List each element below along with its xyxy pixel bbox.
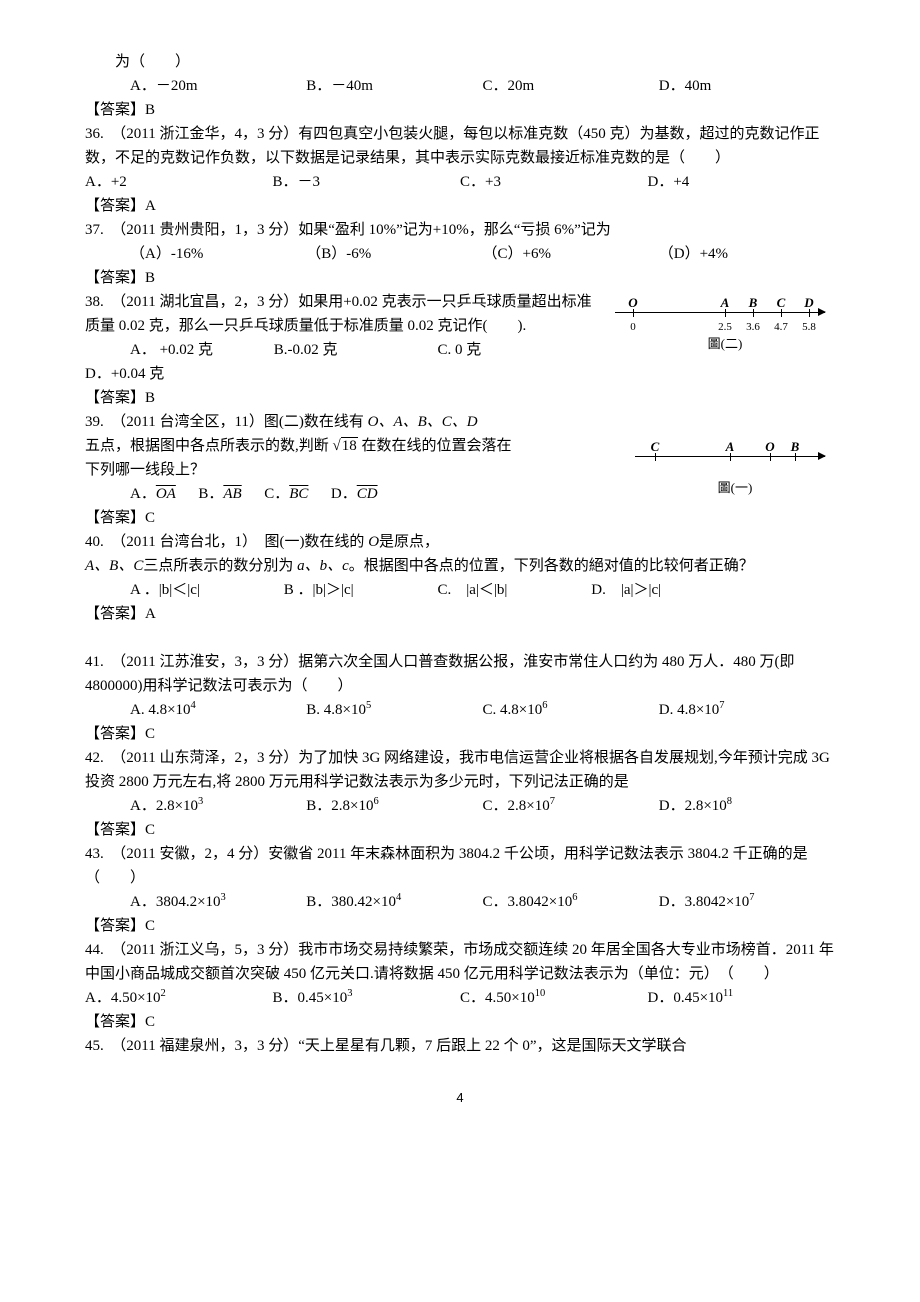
q41-opt-c: C. 4.8×106 (483, 698, 659, 722)
q44-opt-c: C．4.50×1010 (460, 986, 648, 1010)
page-number: 4 (85, 1088, 835, 1109)
q44-answer: 【答案】C (85, 1010, 835, 1034)
q41-opt-b: B. 4.8×105 (306, 698, 482, 722)
q41-options: A. 4.8×104 B. 4.8×105 C. 4.8×106 D. 4.8×… (85, 698, 835, 722)
q42-stem: 42. （2011 山东菏泽，2，3 分）为了加快 3G 网络建设，我市电信运营… (85, 746, 835, 794)
q42-opt-c: C．2.8×107 (483, 794, 659, 818)
q40-answer: 【答案】A (85, 602, 835, 626)
q44-opt-a: A．4.50×102 (85, 986, 273, 1010)
q36-answer: 【答案】A (85, 194, 835, 218)
figure-2: OABCD 02.53.64.75.8 圖(二) (615, 294, 835, 355)
q40-stem-line1: 40. （2011 台湾台北，1） 图(一)数在线的 O是原点， (85, 530, 835, 554)
q42-answer: 【答案】C (85, 818, 835, 842)
q37-answer: 【答案】B (85, 266, 835, 290)
q44-opt-d: D．0.45×1011 (648, 986, 836, 1010)
q40-stem-line2: A、B、C三点所表示的数分別为 a、b、c。根据图中各点的位置，下列各数的絕对值… (85, 554, 835, 578)
q43-opt-a: A．3804.2×103 (130, 890, 306, 914)
q41-opt-a: A. 4.8×104 (130, 698, 306, 722)
figure-2-caption: 圖(二) (615, 334, 835, 355)
q43-options: A．3804.2×103 B．380.42×104 C．3.8042×106 D… (85, 890, 835, 914)
q35-opt-c: C．20m (483, 74, 659, 98)
q35-opt-a: A．－20m (130, 74, 306, 98)
q37-opt-a: （A）-16% (130, 242, 306, 266)
q38-opt-d: D．+0.04 克 (85, 362, 835, 386)
q35-opt-d: D．40m (659, 74, 835, 98)
q36-opt-d: D．+4 (648, 170, 836, 194)
q36-opt-c: C．+3 (460, 170, 648, 194)
q44-stem: 44. （2011 浙江义乌，5，3 分）我市市场交易持续繁荣，市场成交额连续 … (85, 938, 835, 986)
q41-answer: 【答案】C (85, 722, 835, 746)
q40-opt-a: A ．|b|＜|c| (130, 578, 280, 602)
q38-opt-a: A． +0.02 克 (130, 338, 270, 362)
q37-stem: 37. （2011 贵州贵阳，1，3 分）如果“盈利 10%”记为+10%，那么… (85, 218, 835, 242)
q44-options: A．4.50×102 B．0.45×103 C．4.50×1010 D．0.45… (85, 986, 835, 1010)
q41-opt-d: D. 4.8×107 (659, 698, 835, 722)
q44-opt-b: B．0.45×103 (273, 986, 461, 1010)
q35-opt-b: B．－40m (306, 74, 482, 98)
figure-1-caption: 圖(一) (635, 478, 835, 499)
q39-answer: 【答案】C (85, 506, 835, 530)
q39-stem-line1: 39. （2011 台湾全区，11）图(二)数在线有 O、A、B、C、D (85, 410, 835, 434)
q35-tail: 为（ ） (85, 50, 835, 74)
q35-answer: 【答案】B (85, 98, 835, 122)
q40-opt-c: C. |a|＜|b| (438, 578, 588, 602)
q42-opt-a: A．2.8×103 (130, 794, 306, 818)
q43-opt-b: B．380.42×104 (306, 890, 482, 914)
q43-opt-d: D．3.8042×107 (659, 890, 835, 914)
q36-options: A．+2 B．－3 C．+3 D．+4 (85, 170, 835, 194)
q36-opt-a: A．+2 (85, 170, 273, 194)
q37-opt-c: （C）+6% (483, 242, 659, 266)
q42-opt-b: B．2.8×106 (306, 794, 482, 818)
q42-opt-d: D．2.8×108 (659, 794, 835, 818)
q45-stem: 45. （2011 福建泉州，3，3 分）“天上星星有几颗，7 后跟上 22 个… (85, 1034, 835, 1058)
q40-opt-b: B ．|b|＞|c| (284, 578, 434, 602)
q43-answer: 【答案】C (85, 914, 835, 938)
q37-opt-d: （D）+4% (659, 242, 835, 266)
q42-options: A．2.8×103 B．2.8×106 C．2.8×107 D．2.8×108 (85, 794, 835, 818)
q38-opt-b: B.-0.02 克 (274, 338, 434, 362)
q37-opt-b: （B）-6% (306, 242, 482, 266)
q41-stem: 41. （2011 江苏淮安，3，3 分）据第六次全国人口普查数据公报，淮安市常… (85, 650, 835, 698)
q36-opt-b: B．－3 (273, 170, 461, 194)
q36-stem: 36. （2011 浙江金华，4，3 分）有四包真空小包装火腿，每包以标准克数（… (85, 122, 835, 170)
q35-options: A．－20m B．－40m C．20m D．40m (85, 74, 835, 98)
q43-stem: 43. （2011 安徽，2，4 分）安徽省 2011 年末森林面积为 3804… (85, 842, 835, 890)
q38-opt-c: C. 0 克 (438, 338, 558, 362)
q40-options: A ．|b|＜|c| B ．|b|＞|c| C. |a|＜|b| D. |a|＞… (85, 578, 835, 602)
q37-options: （A）-16% （B）-6% （C）+6% （D）+4% (85, 242, 835, 266)
q43-opt-c: C．3.8042×106 (483, 890, 659, 914)
figure-1: CAOB 圖(一) (635, 438, 835, 499)
q40-opt-d: D. |a|＞|c| (591, 578, 661, 602)
q38-answer: 【答案】B (85, 386, 835, 410)
